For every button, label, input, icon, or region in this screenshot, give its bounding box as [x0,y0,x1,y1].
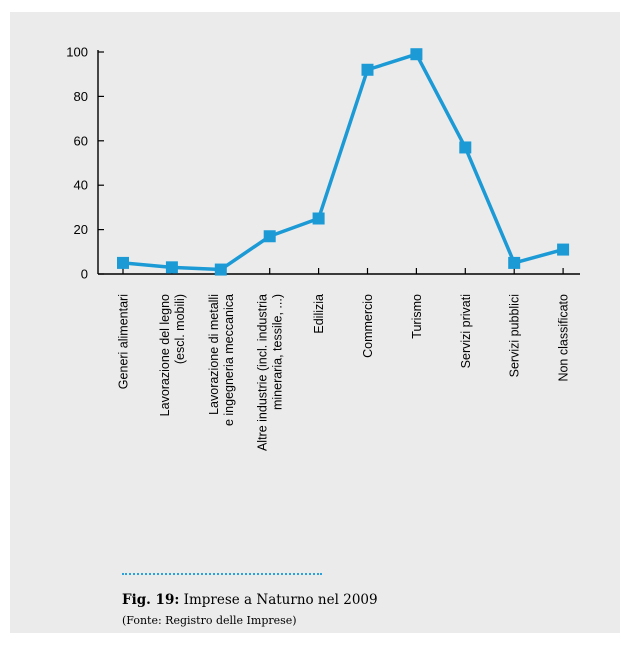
data-point [361,63,374,76]
category-label: Lavorazione di metalli [207,294,221,415]
figure-title: Imprese a Naturno nel 2009 [179,592,378,608]
y-tick-label: 60 [74,133,88,148]
y-tick-label: 20 [74,222,88,237]
data-point [557,243,570,256]
figure-panel: 0 20 40 60 80 100 Generi alimentari Lavorazione… [10,12,620,633]
y-tick-label: 0 [81,267,88,282]
y-tick-label: 80 [74,89,88,104]
data-point [214,263,227,276]
category-label: Edilizia [312,294,326,334]
category-label: Commercio [361,294,375,358]
category-label: e ingegneria meccanica [222,294,236,426]
category-label: Turismo [410,294,424,339]
y-tick-label: 100 [66,45,88,60]
figure-number: Fig. 19: [122,592,180,608]
y-tick-label: 40 [74,178,88,193]
category-label: Non classificato [557,294,571,382]
data-point [263,230,276,243]
category-label: mineraria, tessile, ...) [271,294,285,410]
data-point [508,256,521,269]
data-point [410,48,423,61]
dotted-divider [122,573,322,575]
line-chart: 0 20 40 60 80 100 Generi alimentari Lavorazione… [66,45,580,451]
category-label: Servizi privati [459,294,473,368]
data-point [165,261,178,274]
category-label: Generi alimentari [117,294,131,389]
figure-caption: Fig. 19: Imprese a Naturno nel 2009 [122,592,378,608]
data-point [312,212,325,225]
series-line [122,52,564,272]
category-label: Altre industrie (incl. industria [256,294,270,451]
data-point [117,256,129,269]
category-label: Servizi pubblici [508,294,522,377]
category-label: Lavorazione del legno [158,294,172,416]
data-point [459,141,472,154]
category-label: (escl. mobili) [173,294,187,364]
figure-source: (Fonte: Registro delle Imprese) [122,614,297,627]
